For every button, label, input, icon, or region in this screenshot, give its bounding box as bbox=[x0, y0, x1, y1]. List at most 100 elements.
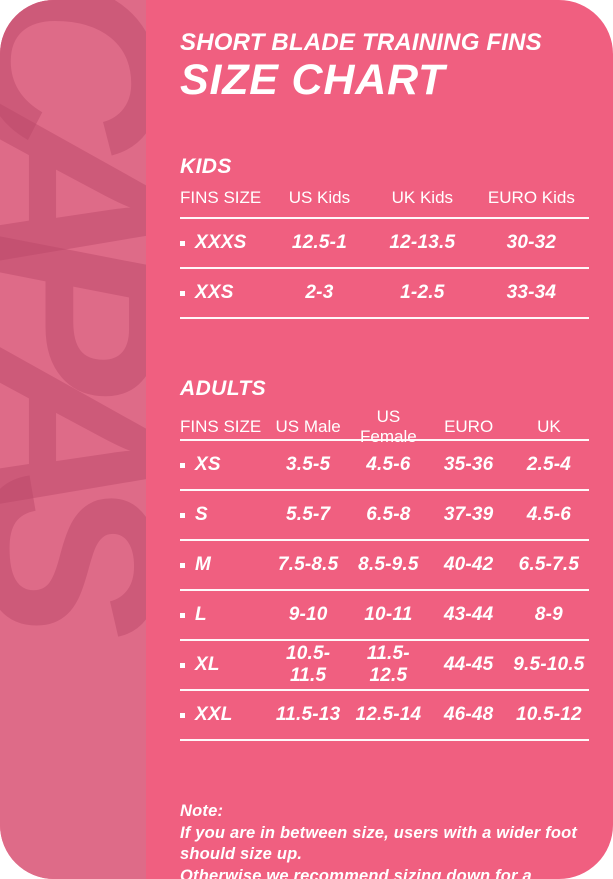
column-header: FINS SIZE bbox=[180, 417, 262, 437]
size-value-cell: 46-48 bbox=[443, 704, 494, 726]
divider bbox=[180, 639, 589, 642]
size-value-cell: 10-11 bbox=[364, 604, 413, 626]
size-value-cell: 2.5-4 bbox=[526, 454, 572, 476]
size-value-cell: 6.5-7.5 bbox=[518, 554, 580, 576]
divider bbox=[180, 217, 589, 220]
kids-section: KIDS FINS SIZE US Kids UK Kids EURO Kids… bbox=[180, 155, 589, 320]
size-value-cell: 6.5-8 bbox=[366, 504, 411, 526]
page-title: SIZE CHART bbox=[180, 56, 446, 105]
size-value-cell: 2-3 bbox=[305, 282, 334, 304]
bullet-square-icon bbox=[180, 712, 185, 718]
bullet-square-icon bbox=[180, 240, 185, 246]
size-value-cell: 8-9 bbox=[534, 604, 563, 626]
divider bbox=[180, 689, 589, 692]
divider bbox=[180, 267, 589, 270]
fin-size-cell: XS bbox=[180, 454, 268, 476]
content-column: SHORT BLADE TRAINING FINS SIZE CHART KID… bbox=[180, 29, 589, 879]
table-row: XXXS 12.5-1 12-13.5 30-32 bbox=[180, 219, 589, 267]
size-value-cell: 12-13.5 bbox=[389, 232, 456, 254]
size-value-cell: 3.5-5 bbox=[285, 454, 331, 476]
divider bbox=[180, 439, 589, 442]
table-row: XL 10.5-11.5 11.5-12.5 44-45 9.5-10.5 bbox=[180, 641, 589, 689]
fin-size-cell: XXS bbox=[180, 282, 268, 304]
column-header: US Female bbox=[360, 407, 417, 447]
fin-size-label: XXXS bbox=[195, 232, 247, 254]
table-row: XXL 11.5-13 12.5-14 46-48 10.5-12 bbox=[180, 691, 589, 739]
size-value-cell: 35-36 bbox=[443, 454, 494, 476]
fin-size-cell: L bbox=[180, 604, 268, 626]
note-block: Note: If you are in between size, users … bbox=[180, 801, 589, 879]
column-header: EURO Kids bbox=[487, 188, 575, 208]
adults-table-header: FINS SIZE US Male US Female EURO UK bbox=[180, 407, 589, 446]
size-value-cell: 44-45 bbox=[443, 654, 494, 676]
fin-size-label: XL bbox=[195, 654, 220, 676]
size-value-cell: 4.5-6 bbox=[366, 454, 411, 476]
table-row: S 5.5-7 6.5-8 37-39 4.5-6 bbox=[180, 491, 589, 539]
fin-size-label: XXL bbox=[195, 704, 233, 726]
fin-size-label: L bbox=[195, 604, 207, 626]
fin-size-cell: S bbox=[180, 504, 268, 526]
fin-size-label: M bbox=[195, 554, 212, 576]
note-line: Otherwise we recommend sizing down for a… bbox=[180, 866, 532, 879]
size-value-cell: 12.5-14 bbox=[355, 704, 422, 726]
adults-section: ADULTS FINS SIZE US Male US Female EURO … bbox=[180, 377, 589, 742]
size-value-cell: 9.5-10.5 bbox=[513, 654, 585, 676]
bullet-square-icon bbox=[180, 290, 185, 296]
size-value-cell: 30-32 bbox=[506, 232, 557, 254]
fin-size-cell: XXL bbox=[180, 704, 268, 726]
brand-watermark: CAPAS bbox=[0, 0, 146, 639]
size-value-cell: 7.5-8.5 bbox=[277, 554, 339, 576]
note-line: should size up. bbox=[180, 845, 303, 864]
bullet-square-icon bbox=[180, 512, 185, 518]
column-header: US Male bbox=[275, 417, 341, 437]
note-line: If you are in between size, users with a… bbox=[180, 823, 578, 842]
size-value-cell: 12.5-1 bbox=[291, 232, 347, 254]
size-value-cell: 10.5-11.5 bbox=[285, 643, 331, 687]
size-value-cell: 8.5-9.5 bbox=[358, 554, 419, 576]
size-value-cell: 9-10 bbox=[288, 604, 328, 626]
fin-size-cell: XXXS bbox=[180, 232, 268, 254]
size-value-cell: 11.5-12.5 bbox=[366, 643, 410, 687]
watermark-strip: CAPAS bbox=[0, 0, 146, 879]
table-row: L 9-10 10-11 43-44 8-9 bbox=[180, 591, 589, 639]
bullet-square-icon bbox=[180, 612, 185, 618]
column-header: UK bbox=[537, 417, 561, 437]
kids-table-header: FINS SIZE US Kids UK Kids EURO Kids bbox=[180, 185, 589, 211]
table-row: XXS 2-3 1-2.5 33-34 bbox=[180, 269, 589, 317]
size-value-cell: 40-42 bbox=[443, 554, 494, 576]
divider bbox=[180, 739, 589, 742]
bullet-square-icon bbox=[180, 462, 185, 468]
bullet-square-icon bbox=[180, 562, 185, 568]
fin-size-label: S bbox=[195, 504, 208, 526]
size-value-cell: 10.5-12 bbox=[515, 704, 582, 726]
table-row: XS 3.5-5 4.5-6 35-36 2.5-4 bbox=[180, 441, 589, 489]
product-subtitle: SHORT BLADE TRAINING FINS bbox=[180, 29, 542, 56]
size-value-cell: 11.5-13 bbox=[275, 704, 341, 726]
size-value-cell: 37-39 bbox=[443, 504, 494, 526]
note-label: Note: bbox=[180, 802, 224, 821]
table-row: M 7.5-8.5 8.5-9.5 40-42 6.5-7.5 bbox=[180, 541, 589, 589]
size-value-cell: 4.5-6 bbox=[526, 504, 572, 526]
size-value-cell: 33-34 bbox=[506, 282, 557, 304]
column-header: EURO bbox=[444, 417, 494, 437]
divider bbox=[180, 489, 589, 492]
fin-size-cell: XL bbox=[180, 654, 268, 676]
bullet-square-icon bbox=[180, 662, 185, 668]
divider bbox=[180, 539, 589, 542]
divider bbox=[180, 589, 589, 592]
column-header: UK Kids bbox=[391, 188, 454, 208]
fin-size-label: XS bbox=[195, 454, 221, 476]
kids-heading: KIDS bbox=[180, 155, 232, 179]
column-header: FINS SIZE bbox=[180, 188, 262, 208]
column-header: US Kids bbox=[288, 188, 351, 208]
size-value-cell: 43-44 bbox=[443, 604, 494, 626]
fin-size-label: XXS bbox=[195, 282, 234, 304]
divider bbox=[180, 317, 589, 320]
adults-heading: ADULTS bbox=[180, 377, 267, 401]
size-value-cell: 1-2.5 bbox=[400, 282, 445, 304]
fin-size-cell: M bbox=[180, 554, 268, 576]
size-value-cell: 5.5-7 bbox=[285, 504, 331, 526]
watermark-letter: S bbox=[0, 472, 146, 639]
